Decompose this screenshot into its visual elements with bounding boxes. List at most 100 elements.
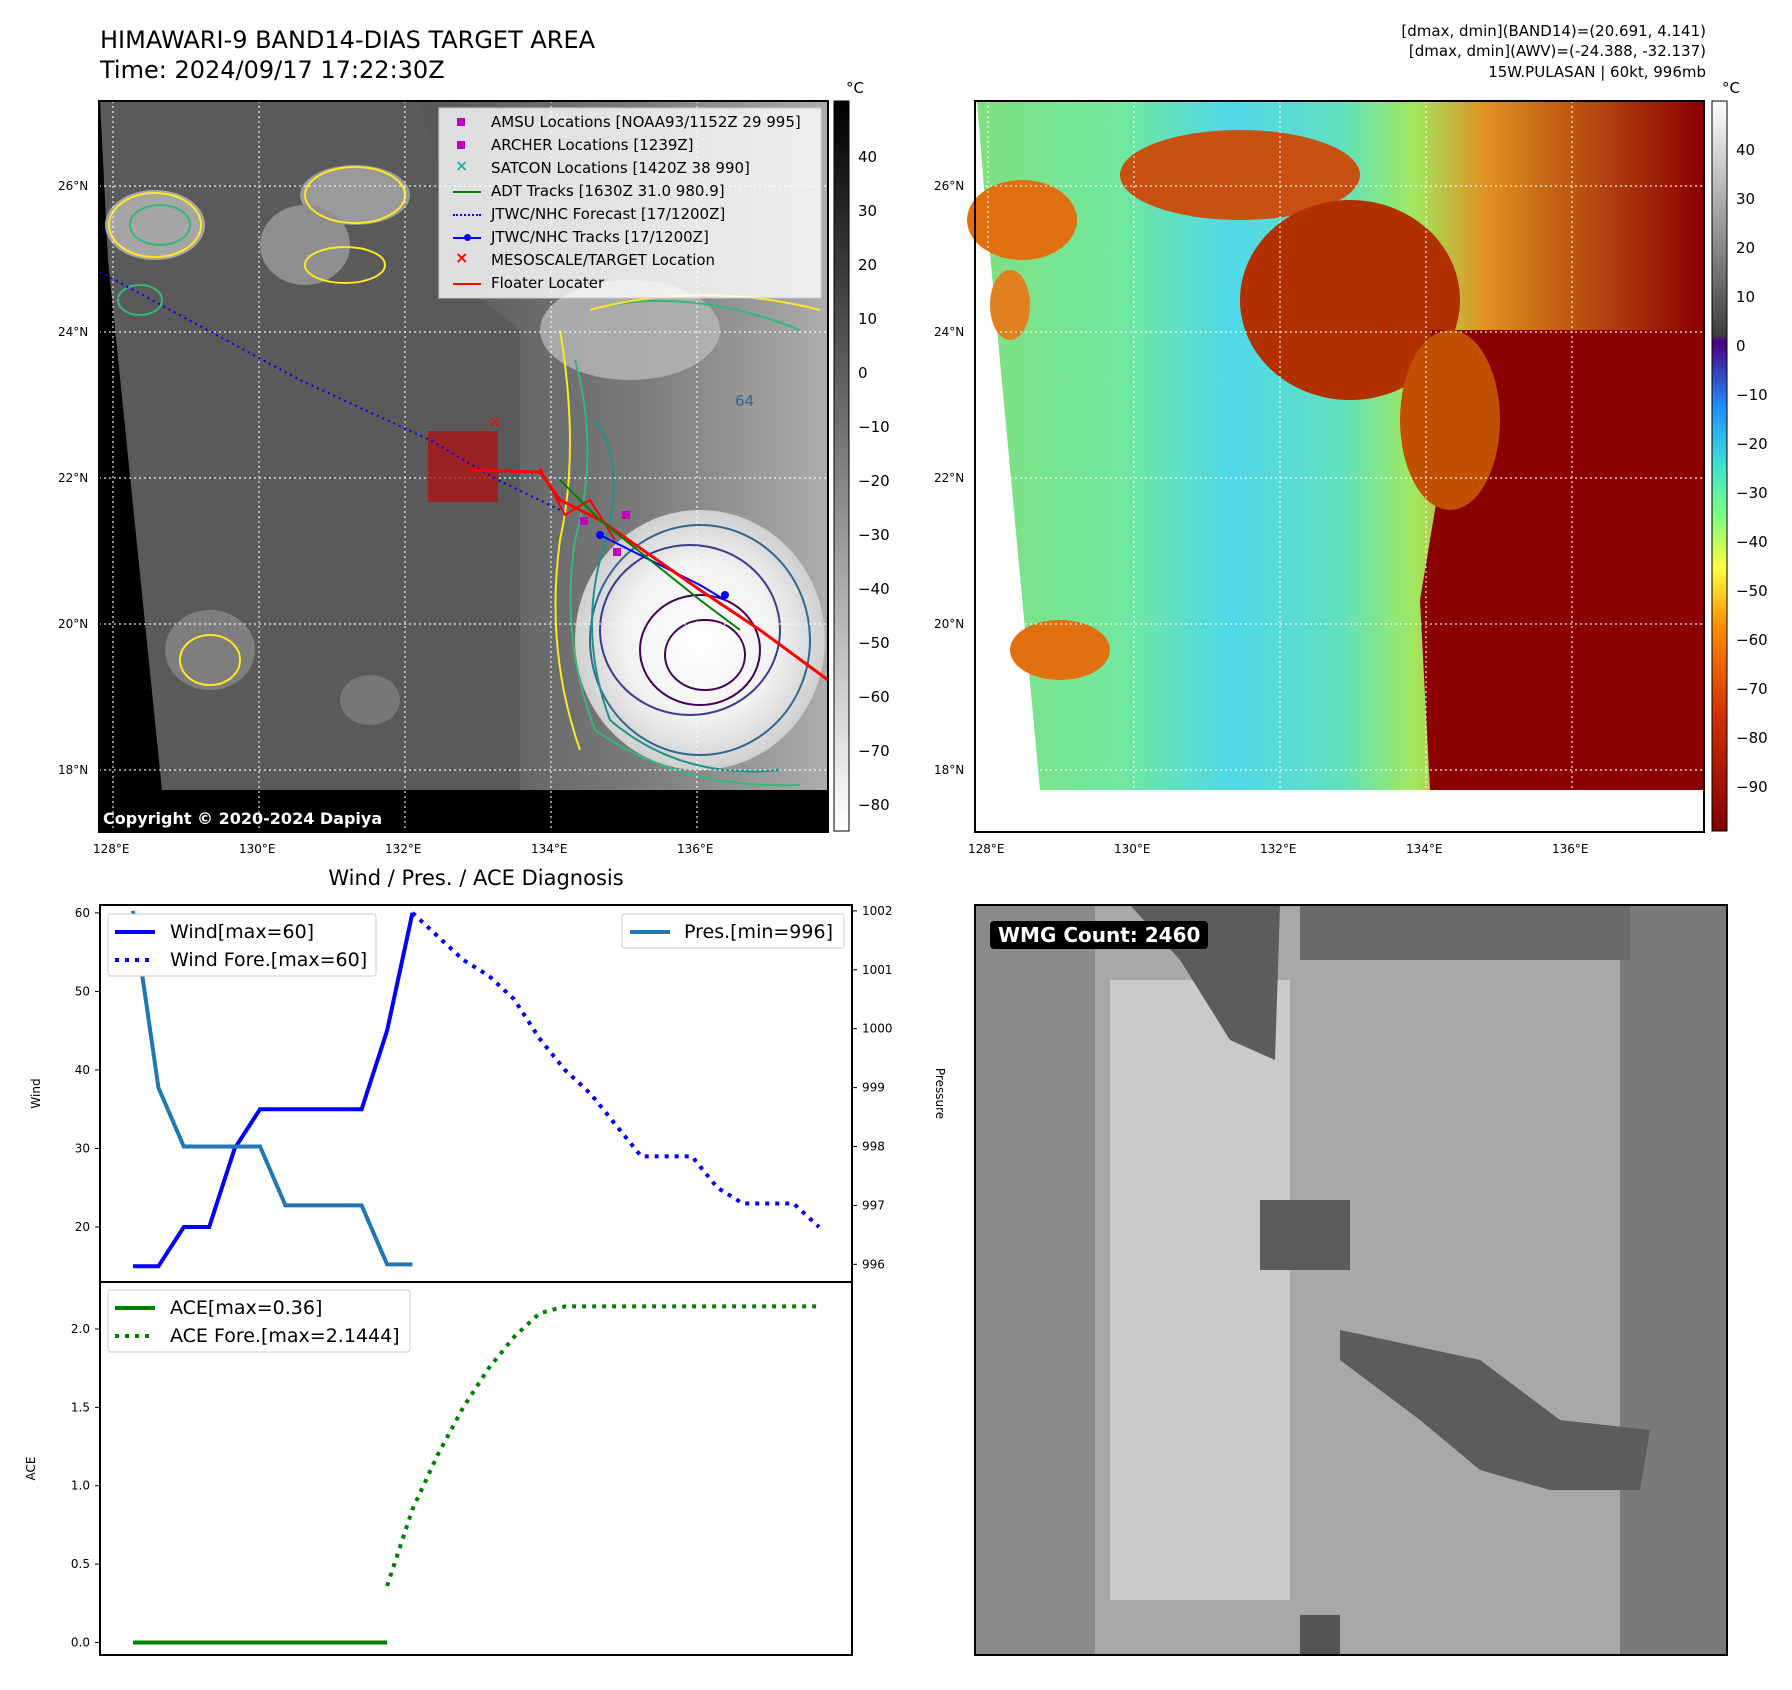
legend-label: Floater Locater — [491, 274, 605, 292]
legend-label: JTWC/NHC Forecast [17/1200Z] — [491, 205, 726, 223]
lon-tick-label: 128°E — [93, 842, 130, 856]
legend-item-floater: Floater Locater — [453, 274, 823, 294]
colorbar-tick: −10 — [858, 418, 890, 436]
colorbar-tick: −30 — [858, 526, 890, 544]
lon-tick-label: 132°E — [1260, 842, 1297, 856]
y-tick-label: 0.0 — [71, 1635, 90, 1649]
lat-tick-label: 26°N — [934, 179, 965, 193]
colorbar-tick: 30 — [1736, 190, 1756, 208]
legend-label: ARCHER Locations [1239Z] — [491, 136, 694, 154]
ace-series-line-1 — [385, 1304, 819, 1587]
colorbar-tick: −50 — [1736, 582, 1768, 600]
y-tick-label: 1.0 — [71, 1479, 90, 1493]
y-tick-label: 60 — [75, 906, 90, 920]
legend-label: SATCON Locations [1420Z 38 990] — [491, 159, 750, 177]
colorbar-tick: −40 — [858, 580, 890, 598]
legend-label: Pres.[min=996] — [684, 921, 833, 943]
legend-marker-line-icon — [453, 283, 481, 285]
colorbar-tick: −30 — [1736, 484, 1768, 502]
colorbar-tick: −20 — [1736, 435, 1768, 453]
y2-tick-label: 1000 — [862, 1022, 893, 1036]
lon-tick-label: 132°E — [385, 842, 422, 856]
colorbar-tick: 40 — [858, 148, 878, 166]
lat-tick-label: 22°N — [58, 471, 89, 485]
y2-tick-label: 999 — [862, 1081, 885, 1095]
lon-tick-label: 130°E — [239, 842, 276, 856]
legend-box — [107, 1289, 411, 1353]
legend-label: ADT Tracks [1630Z 31.0 980.9] — [491, 182, 725, 200]
legend-label: Wind[max=60] — [170, 921, 314, 943]
legend-label: ACE Fore.[max=2.1444] — [170, 1325, 400, 1347]
series-line-2 — [131, 910, 413, 1267]
y-axis-label: ACE — [24, 1457, 38, 1481]
y-axis-label: Wind — [29, 1078, 43, 1108]
colorbar-tick: 0 — [1736, 337, 1746, 355]
colorbar-tick: 10 — [1736, 288, 1756, 306]
info-line1: [dmax, dmin](BAND14)=(20.691, 4.141) — [1401, 22, 1706, 40]
y-tick-label: 2.0 — [71, 1322, 90, 1336]
colorbar-tick: 40 — [1736, 141, 1756, 159]
legend-box — [621, 913, 845, 949]
contour-label: 64 — [735, 392, 755, 410]
colorbar-tick: −40 — [1736, 533, 1768, 551]
legend-marker-square-icon — [457, 118, 465, 126]
map-title-line2: Time: 2024/09/17 17:22:30Z — [100, 56, 445, 84]
series-line-1 — [411, 911, 821, 1229]
legend-item-forecast: JTWC/NHC Forecast [17/1200Z] — [453, 205, 823, 225]
colorbar-unit: °C — [1722, 79, 1740, 97]
y-tick-label: 20 — [75, 1220, 90, 1234]
colorbar-tick: −10 — [1736, 386, 1768, 404]
y-tick-label: 1.5 — [71, 1400, 90, 1414]
legend-dot-icon — [464, 234, 471, 241]
y2-axis-label: Pressure — [933, 1068, 947, 1119]
colorbar-tick: −90 — [1736, 778, 1768, 796]
legend-label: ACE[max=0.36] — [170, 1297, 322, 1319]
colorbar-unit: °C — [846, 79, 864, 97]
legend-item-satcon: × SATCON Locations [1420Z 38 990] — [453, 156, 823, 179]
colorbar-tick: −20 — [858, 472, 890, 490]
legend-box — [107, 913, 377, 977]
lat-tick-label: 18°N — [58, 763, 89, 777]
colorbar-tick: −70 — [1736, 680, 1768, 698]
lon-tick-label: 136°E — [677, 842, 714, 856]
copyright-text: Copyright © 2020-2024 Dapiya — [103, 809, 383, 828]
y-tick-label: 40 — [75, 1063, 90, 1077]
legend-marker-x-icon: × — [455, 248, 469, 267]
lat-tick-label: 24°N — [934, 325, 965, 339]
legend-label: JTWC/NHC Tracks [17/1200Z] — [491, 228, 709, 246]
colorbar-tick: 20 — [858, 256, 878, 274]
legend-marker-dotted-icon — [453, 214, 481, 216]
legend-label: Wind Fore.[max=60] — [170, 949, 367, 971]
lon-tick-label: 136°E — [1552, 842, 1589, 856]
y-tick-label: 30 — [75, 1141, 90, 1155]
ace-panel-frame — [99, 1281, 853, 1656]
legend-marker-x-icon: × — [455, 156, 469, 175]
lon-tick-label: 130°E — [1114, 842, 1151, 856]
series-line-0 — [133, 912, 415, 1269]
legend-item-jtwc-tracks: JTWC/NHC Tracks [17/1200Z] — [453, 228, 823, 248]
lat-tick-label: 22°N — [934, 471, 965, 485]
colorbar-tick: −70 — [858, 742, 890, 760]
colorbar-tick: −60 — [1736, 631, 1768, 649]
map-title-line1: HIMAWARI-9 BAND14-DIAS TARGET AREA — [100, 26, 596, 54]
y2-tick-label: 1001 — [862, 963, 893, 977]
lat-tick-label: 20°N — [58, 617, 89, 631]
colorbar-tick: −80 — [1736, 729, 1768, 747]
legend-label: MESOSCALE/TARGET Location — [491, 251, 716, 269]
legend-item-archer: ARCHER Locations [1239Z] — [453, 136, 823, 156]
lat-tick-label: 20°N — [934, 617, 965, 631]
colorbar-tick: 30 — [858, 202, 878, 220]
info-line2: [dmax, dmin](AWV)=(-24.388, -32.137) — [1408, 42, 1706, 60]
lon-tick-label: 134°E — [531, 842, 568, 856]
y-tick-label: 0.5 — [71, 1557, 90, 1571]
y2-tick-label: 997 — [862, 1198, 885, 1212]
info-line3: 15W.PULASAN | 60kt, 996mb — [1488, 63, 1706, 81]
y2-tick-label: 998 — [862, 1140, 885, 1154]
colorbar-tick: 0 — [858, 364, 868, 382]
colorbar-tick: 10 — [858, 310, 878, 328]
lat-tick-label: 26°N — [58, 179, 89, 193]
legend-item-mesoscale: × MESOSCALE/TARGET Location — [453, 248, 823, 271]
y-tick-label: 50 — [75, 984, 90, 998]
lon-tick-label: 128°E — [968, 842, 1005, 856]
